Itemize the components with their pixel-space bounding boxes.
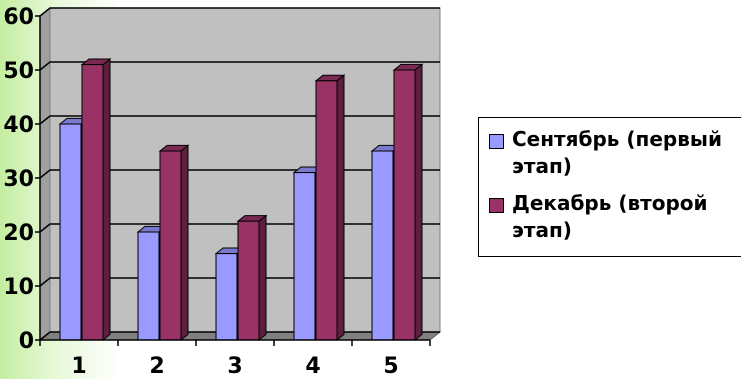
x-tick-label-4: 4 xyxy=(305,354,320,379)
bar-side-s1-c0 xyxy=(102,57,111,342)
bar-s1-c0 xyxy=(81,64,104,341)
legend-item-september: Сентябрь (первый этап) xyxy=(489,126,737,180)
bar-s0-c3 xyxy=(293,172,316,341)
legend: Сентябрь (первый этап) Декабрь (второй э… xyxy=(478,117,741,257)
bar-side-s1-c3 xyxy=(336,74,345,342)
legend-item-december: Декабрь (второй этап) xyxy=(489,190,737,244)
x-tick-label-1: 1 xyxy=(71,354,86,379)
bar-s1-c3 xyxy=(315,80,338,341)
legend-label-september: Сентябрь (первый этап) xyxy=(512,127,722,178)
y-tick-label-60: 60 xyxy=(3,5,34,30)
y-tick-label-20: 20 xyxy=(3,221,34,246)
bar-s1-c1 xyxy=(159,150,182,341)
legend-swatch-december xyxy=(489,198,504,213)
x-tick-label-5: 5 xyxy=(383,354,398,379)
gridline-60 xyxy=(39,7,440,17)
gridline-40 xyxy=(39,115,440,125)
bar-s0-c2 xyxy=(215,253,238,341)
y-tick-label-40: 40 xyxy=(3,113,34,138)
bar-side-s1-c2 xyxy=(258,214,267,342)
bar-side-s1-c1 xyxy=(180,144,189,342)
bar-s0-c4 xyxy=(371,150,394,341)
bar-side-s1-c4 xyxy=(414,63,423,342)
y-tick-label-30: 30 xyxy=(3,167,34,192)
x-tick-label-2: 2 xyxy=(149,354,164,379)
y-tick-label-10: 10 xyxy=(3,275,34,300)
legend-swatch-september xyxy=(489,134,504,149)
bar-s0-c1 xyxy=(137,231,160,341)
y-tick-label-0: 0 xyxy=(19,329,34,354)
bar-s0-c0 xyxy=(59,123,82,341)
bar-s1-c4 xyxy=(393,69,416,341)
x-tick-label-3: 3 xyxy=(227,354,242,379)
y-tick-label-50: 50 xyxy=(3,59,34,84)
bar-s1-c2 xyxy=(237,220,260,341)
legend-label-december: Декабрь (второй этап) xyxy=(512,191,708,242)
gridline-50 xyxy=(39,61,440,71)
